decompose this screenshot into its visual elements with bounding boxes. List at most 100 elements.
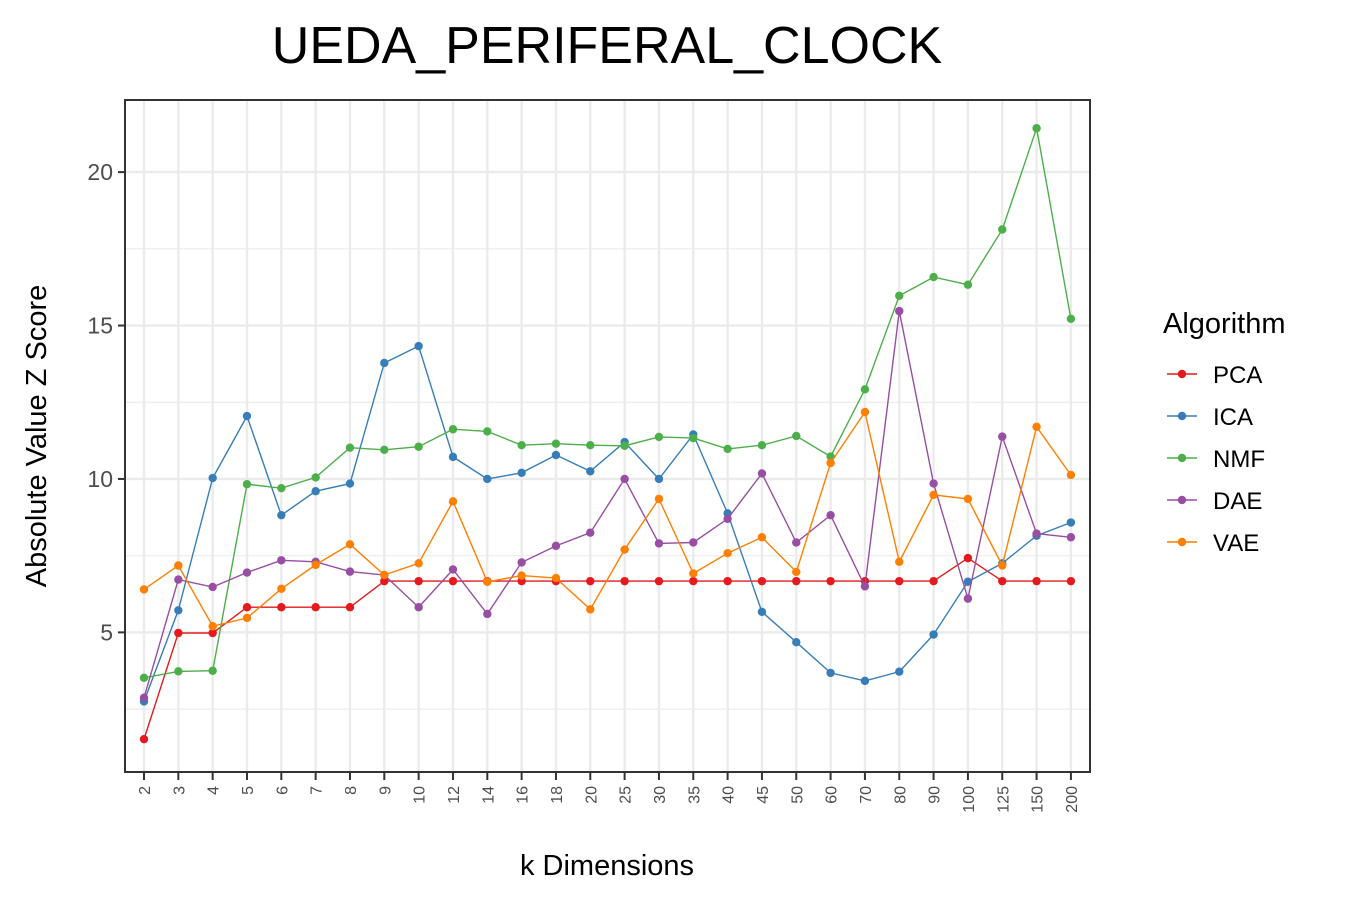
data-point-pca xyxy=(723,576,732,586)
x-tick-label: 2 xyxy=(137,786,154,795)
data-point-vae xyxy=(517,571,526,580)
data-point-ica xyxy=(757,607,767,617)
legend-key-point-vae xyxy=(1177,537,1187,547)
data-point-ica xyxy=(860,676,870,686)
data-point-ica xyxy=(517,468,526,478)
data-point-pca xyxy=(586,576,595,586)
legend-key-point-dae xyxy=(1177,495,1187,505)
data-point-nmf xyxy=(345,443,355,452)
data-point-pca xyxy=(963,553,973,563)
data-point-ica xyxy=(208,473,217,483)
data-point-pca xyxy=(998,576,1007,586)
data-point-vae xyxy=(277,584,286,594)
x-tick-label: 30 xyxy=(652,786,669,804)
chart-title: UEDA_PERIFERAL_CLOCK xyxy=(272,17,943,75)
legend-label-pca: PCA xyxy=(1213,362,1262,389)
y-tick-label: 5 xyxy=(100,619,113,645)
x-axis-title: k Dimensions xyxy=(520,850,694,882)
data-point-vae xyxy=(826,458,835,468)
series-line-dae xyxy=(143,310,1071,698)
x-tick-label: 8 xyxy=(343,786,360,795)
legend-key-point-ica xyxy=(1177,411,1187,421)
y-axis-title: Absolute Value Z Score xyxy=(21,285,53,588)
x-tick-label: 200 xyxy=(1064,786,1081,813)
data-point-ica xyxy=(654,474,664,484)
data-point-dae xyxy=(723,514,732,524)
x-tick-label: 10 xyxy=(412,786,429,804)
data-point-ica xyxy=(174,606,183,615)
series-line-vae xyxy=(143,410,1072,628)
data-point-pca xyxy=(792,576,801,586)
data-point-vae xyxy=(757,533,767,542)
data-point-dae xyxy=(139,693,149,702)
data-point-vae xyxy=(689,569,698,578)
data-point-pca xyxy=(1032,576,1041,586)
data-point-vae xyxy=(551,573,561,583)
data-point-ica xyxy=(242,411,252,421)
data-point-vae xyxy=(242,613,252,623)
data-point-pca xyxy=(174,628,183,638)
data-point-nmf xyxy=(860,385,870,394)
data-point-vae xyxy=(414,559,423,568)
data-point-nmf xyxy=(998,225,1007,234)
data-point-dae xyxy=(517,558,526,567)
x-axis: 2 3 4 5 6 7 8 9 10 12 14 16 18 20 25 30 35 40 45 50 60 70 80 90… xyxy=(137,772,1081,813)
data-point-dae xyxy=(586,528,595,537)
series-line-pca xyxy=(143,557,1071,740)
data-point-vae xyxy=(586,605,595,614)
data-point-dae xyxy=(929,479,938,488)
data-point-ica xyxy=(586,467,595,476)
data-point-ica xyxy=(963,577,973,586)
data-point-dae xyxy=(963,594,973,603)
data-point-dae xyxy=(1032,529,1041,538)
data-point-nmf xyxy=(620,441,629,451)
data-point-dae xyxy=(208,582,217,592)
data-point-ica xyxy=(895,667,904,676)
data-point-ica xyxy=(311,487,320,496)
data-point-vae xyxy=(792,567,801,577)
x-tick-label: 40 xyxy=(721,786,738,804)
legend-label-dae: DAE xyxy=(1213,488,1262,515)
data-point-dae xyxy=(174,575,183,584)
data-point-vae xyxy=(311,560,320,570)
x-tick-label: 9 xyxy=(377,786,394,795)
data-point-vae xyxy=(654,494,664,504)
legend-label-nmf: NMF xyxy=(1213,446,1265,473)
data-point-nmf xyxy=(139,673,149,682)
data-point-nmf xyxy=(551,439,561,448)
x-tick-label: 25 xyxy=(618,786,635,804)
data-point-vae xyxy=(860,407,870,417)
x-tick-label: 12 xyxy=(446,786,463,804)
data-point-ica xyxy=(929,630,938,639)
series-layer xyxy=(139,124,1076,744)
data-point-dae xyxy=(448,565,458,574)
data-point-vae xyxy=(174,561,183,570)
data-point-dae xyxy=(414,603,423,612)
data-point-ica xyxy=(826,668,835,678)
data-point-nmf xyxy=(277,483,286,493)
data-point-vae xyxy=(208,622,217,631)
legend-title: Algorithm xyxy=(1163,308,1286,340)
data-point-pca xyxy=(380,576,389,586)
data-point-vae xyxy=(1066,470,1076,480)
data-point-dae xyxy=(277,556,286,565)
data-point-vae xyxy=(1032,422,1041,431)
data-point-pca xyxy=(895,576,904,586)
data-point-nmf xyxy=(242,479,252,489)
y-tick-label: 20 xyxy=(87,159,113,185)
data-point-nmf xyxy=(448,425,458,434)
data-point-vae xyxy=(963,494,973,504)
series-line-ica xyxy=(143,345,1072,702)
data-point-dae xyxy=(654,539,664,548)
x-tick-label: 3 xyxy=(171,786,188,795)
data-point-vae xyxy=(929,490,938,500)
x-tick-label: 125 xyxy=(995,786,1012,813)
data-point-pca xyxy=(620,576,629,586)
data-point-pca xyxy=(242,603,252,612)
data-point-ica xyxy=(345,479,355,488)
data-point-nmf xyxy=(483,427,492,436)
data-point-vae xyxy=(723,549,732,558)
data-point-dae xyxy=(826,510,835,520)
data-point-pca xyxy=(1066,576,1076,586)
